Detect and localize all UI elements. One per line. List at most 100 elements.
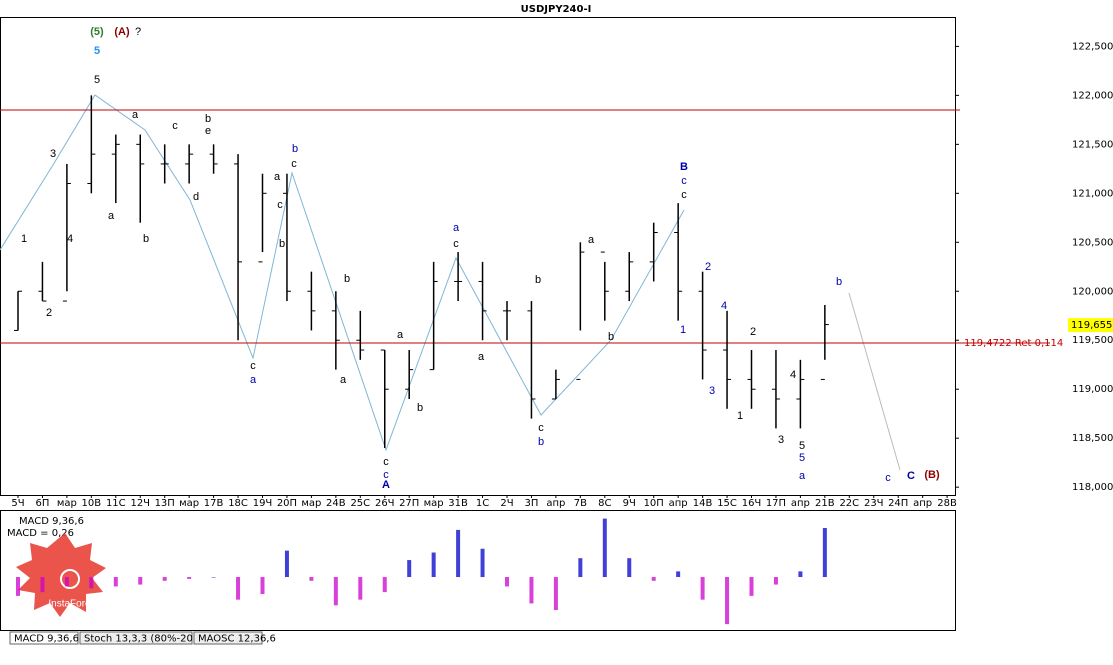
macd-bar [260, 577, 265, 594]
x-tick-label: 22С [839, 498, 859, 509]
macd-bar [187, 577, 192, 579]
wave-label: 2 [46, 307, 52, 319]
x-tick-label: 18С [228, 498, 248, 509]
wave-label: b [279, 238, 285, 250]
wave-label: 4 [790, 369, 796, 381]
x-tick-label: 15С [717, 498, 737, 509]
x-tick-label: 26Ч [375, 498, 395, 509]
tab-label: MAOSC 12,36,6 [198, 634, 276, 645]
x-tick-label: 7В [574, 498, 587, 509]
wave-label: a [274, 171, 281, 183]
x-tick-label: 2Ч [500, 498, 513, 509]
wave-label: c [885, 472, 891, 484]
x-tick-label: 10П [644, 498, 664, 509]
wave-label: (A) [114, 26, 130, 38]
last-price-label: 119,655 [1071, 320, 1112, 331]
macd-bar [627, 558, 632, 578]
tab-label: Stoch 13,3,3 (80%-20%) [84, 634, 206, 645]
macd-bar [700, 577, 705, 600]
macd-bar [211, 577, 216, 578]
y-tick-label: 119,500 [1072, 335, 1113, 346]
macd-bar [798, 571, 803, 578]
x-tick-label: мар [57, 498, 77, 509]
x-tick-label: 19Ч [253, 498, 273, 509]
wave-label: a [108, 210, 115, 222]
macd-bar [40, 577, 45, 593]
wave-label: A [382, 479, 390, 491]
macd-bar [64, 577, 69, 587]
y-tick-label: 120,000 [1072, 286, 1113, 297]
wave-label: ? [135, 26, 141, 38]
x-tick-label: 1С [476, 498, 489, 509]
wave-label: b [205, 113, 211, 125]
macd-bar [578, 558, 583, 578]
wave-label: a [799, 470, 806, 482]
macd-bar [138, 577, 143, 585]
wave-label: c [383, 469, 389, 481]
macd-bar [162, 577, 167, 581]
macd-bar [16, 577, 20, 596]
wave-label: a [478, 351, 485, 363]
macd-bar [113, 577, 118, 587]
wave-label: c [172, 120, 178, 132]
x-tick-label: 24В [326, 498, 346, 509]
macd-bar [602, 518, 607, 578]
macd-bar [749, 577, 754, 596]
wave-label: 4 [67, 233, 73, 245]
macd-frame [0, 510, 956, 631]
wave-label: c [277, 199, 283, 211]
macd-bar [358, 577, 363, 600]
wave-label: 3 [50, 148, 56, 160]
wave-label: 1 [680, 324, 686, 336]
wave-label: c [538, 422, 544, 434]
wave-label: 5 [94, 45, 100, 57]
wave-label: 2 [705, 261, 711, 273]
x-tick-label: мар [301, 498, 321, 509]
y-tick-label: 122,500 [1072, 41, 1113, 52]
wave-label: b [535, 274, 541, 286]
macd-bar [651, 577, 656, 581]
x-tick-label: 14В [693, 498, 713, 509]
x-tick-label: 28В [937, 498, 957, 509]
wave-label: c [250, 360, 256, 372]
x-tick-label: 17П [766, 498, 786, 509]
tab [79, 631, 193, 645]
wave-label: a [340, 374, 347, 386]
macd-bar [407, 560, 412, 578]
wave-label: a [453, 222, 460, 234]
macd-bar [382, 577, 387, 593]
wave-label: b [538, 436, 544, 448]
macd-bar [236, 577, 241, 600]
wave-label: 5 [799, 440, 805, 452]
wave-label: 1 [737, 410, 743, 422]
chart-title: USDJPY240-I [521, 4, 592, 15]
macd-bar [725, 577, 730, 625]
wave-label: b [417, 402, 423, 414]
wave-label: a [397, 329, 404, 341]
y-tick-label: 121,500 [1072, 139, 1113, 150]
logo: InstaForex [16, 533, 106, 617]
wave-label: c [383, 456, 389, 468]
x-tick-label: 3П [525, 498, 539, 509]
x-tick-label: 25С [350, 498, 370, 509]
macd-bar [553, 577, 558, 611]
x-tick-label: 11С [106, 498, 126, 509]
x-tick-label: 16Ч [742, 498, 762, 509]
y-tick-label: 119,000 [1072, 384, 1113, 395]
wave-label: 3 [778, 434, 784, 446]
x-tick-label: 12Ч [130, 498, 150, 509]
x-tick-label: 21В [815, 498, 835, 509]
x-tick-label: 13П [155, 498, 175, 509]
tab [193, 631, 263, 645]
wave-label: 4 [721, 300, 727, 312]
macd-title: MACD 9,36,6 [19, 516, 84, 527]
x-tick-label: 8С [598, 498, 611, 509]
macd-bar [284, 550, 289, 578]
macd-value: MACD = 0,26 [7, 528, 74, 539]
projection-line [848, 292, 901, 471]
wave-label: C [907, 470, 915, 482]
y-tick-label: 122,000 [1072, 90, 1113, 101]
